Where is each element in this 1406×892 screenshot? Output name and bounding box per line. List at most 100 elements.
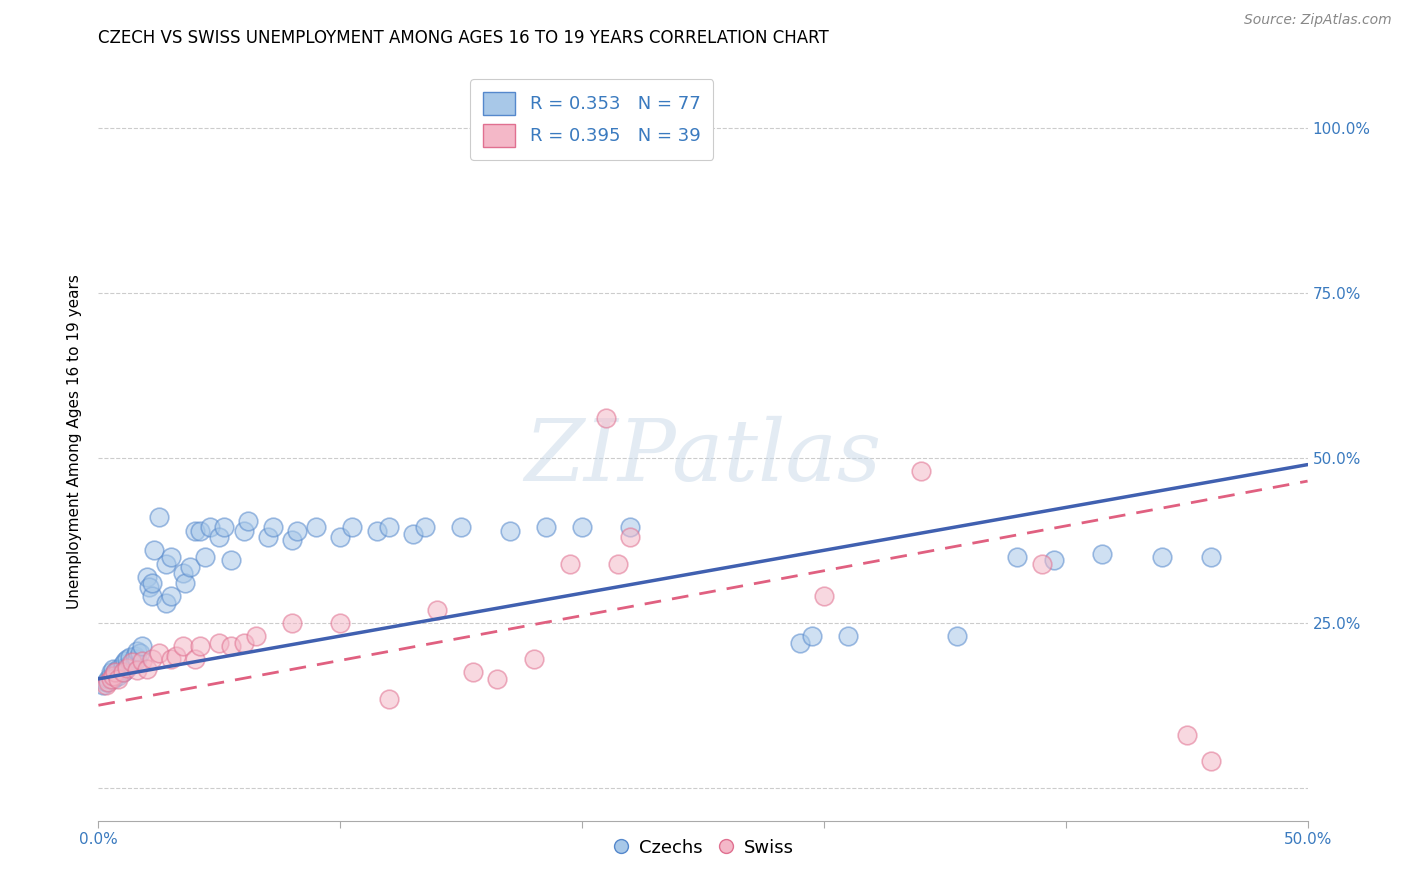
Point xyxy=(619,520,641,534)
Point xyxy=(91,678,114,692)
Point xyxy=(523,652,546,666)
Point xyxy=(107,672,129,686)
Point xyxy=(558,557,581,571)
Point xyxy=(402,526,425,541)
Point xyxy=(127,652,149,666)
Point xyxy=(165,648,187,663)
Point xyxy=(800,629,823,643)
Point xyxy=(789,635,811,649)
Point xyxy=(141,576,163,591)
Point xyxy=(135,570,157,584)
Point xyxy=(208,530,231,544)
Point xyxy=(111,661,134,675)
Point xyxy=(245,629,267,643)
Point xyxy=(184,524,207,538)
Point xyxy=(117,658,139,673)
Point xyxy=(571,520,593,534)
Point xyxy=(342,520,364,534)
Point xyxy=(534,520,557,534)
Point xyxy=(127,643,149,657)
Point xyxy=(124,648,146,663)
Point xyxy=(486,672,509,686)
Point xyxy=(212,520,235,534)
Text: Source: ZipAtlas.com: Source: ZipAtlas.com xyxy=(1244,13,1392,28)
Point xyxy=(194,549,217,564)
Point xyxy=(100,665,122,680)
Point xyxy=(208,635,231,649)
Point xyxy=(910,464,932,478)
Point xyxy=(281,615,304,630)
Point xyxy=(837,629,859,643)
Point xyxy=(141,652,163,666)
Point xyxy=(1152,549,1174,564)
Text: ZIPatlas: ZIPatlas xyxy=(524,416,882,498)
Point xyxy=(256,530,278,544)
Point xyxy=(101,668,124,682)
Point xyxy=(281,533,304,548)
Point xyxy=(141,590,163,604)
Point xyxy=(305,520,328,534)
Point xyxy=(1199,549,1222,564)
Point xyxy=(97,675,120,690)
Point xyxy=(172,639,194,653)
Point xyxy=(97,672,120,686)
Point xyxy=(188,639,211,653)
Point xyxy=(100,672,122,686)
Point xyxy=(595,411,617,425)
Point xyxy=(143,543,166,558)
Point xyxy=(450,520,472,534)
Point xyxy=(377,691,399,706)
Point xyxy=(131,654,153,668)
Point xyxy=(121,656,143,670)
Point xyxy=(607,557,630,571)
Point xyxy=(127,663,149,677)
Point xyxy=(138,580,160,594)
Point xyxy=(1175,728,1198,742)
Point xyxy=(104,665,127,680)
Point xyxy=(232,524,254,538)
Point xyxy=(172,566,194,581)
Point xyxy=(619,530,641,544)
Point xyxy=(107,662,129,676)
Point xyxy=(155,557,177,571)
Point xyxy=(100,668,122,682)
Point xyxy=(188,524,211,538)
Point xyxy=(101,672,124,686)
Point xyxy=(174,576,197,591)
Point xyxy=(94,678,117,692)
Point xyxy=(101,662,124,676)
Point xyxy=(114,663,136,677)
Legend: Czechs, Swiss: Czechs, Swiss xyxy=(605,832,801,864)
Point xyxy=(94,675,117,690)
Point xyxy=(377,520,399,534)
Point xyxy=(148,510,170,524)
Point xyxy=(329,530,352,544)
Point xyxy=(104,665,127,680)
Point xyxy=(1091,547,1114,561)
Point xyxy=(498,524,520,538)
Point xyxy=(413,520,436,534)
Point xyxy=(1199,754,1222,768)
Point xyxy=(107,668,129,682)
Point xyxy=(329,615,352,630)
Point xyxy=(111,665,134,680)
Point xyxy=(160,590,183,604)
Point xyxy=(946,629,969,643)
Point xyxy=(426,602,449,616)
Y-axis label: Unemployment Among Ages 16 to 19 years: Unemployment Among Ages 16 to 19 years xyxy=(67,274,83,609)
Point xyxy=(104,668,127,682)
Point xyxy=(111,657,134,671)
Point xyxy=(160,549,183,564)
Point xyxy=(179,559,201,574)
Point xyxy=(198,520,221,534)
Text: CZECH VS SWISS UNEMPLOYMENT AMONG AGES 16 TO 19 YEARS CORRELATION CHART: CZECH VS SWISS UNEMPLOYMENT AMONG AGES 1… xyxy=(98,29,830,47)
Point xyxy=(148,646,170,660)
Point xyxy=(131,639,153,653)
Point xyxy=(238,514,260,528)
Point xyxy=(184,652,207,666)
Point xyxy=(1031,557,1053,571)
Point xyxy=(117,661,139,675)
Point xyxy=(285,524,308,538)
Point xyxy=(160,652,183,666)
Point xyxy=(107,665,129,680)
